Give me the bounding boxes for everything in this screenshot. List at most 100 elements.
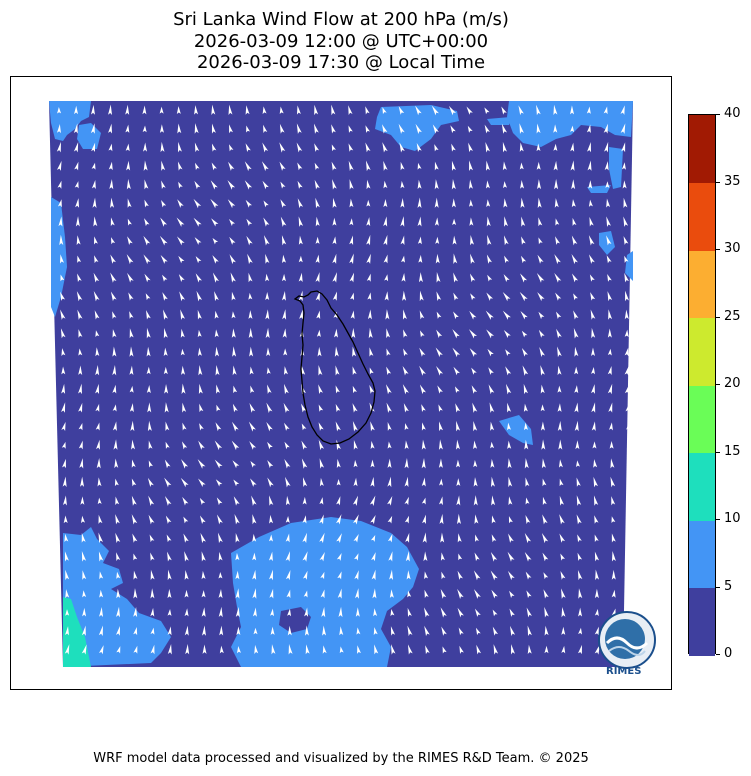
wind-arrow <box>195 273 202 283</box>
wind-arrow <box>211 123 216 134</box>
wind-arrow <box>164 402 169 413</box>
wind-arrow <box>487 234 492 246</box>
wind-arrow <box>64 644 70 655</box>
wind-arrow <box>354 553 359 561</box>
wind-arrow <box>421 457 426 469</box>
wind-arrow <box>112 384 117 394</box>
wind-arrow <box>501 123 508 134</box>
wind-arrow <box>398 123 405 134</box>
wind-arrow <box>442 646 447 654</box>
wind-arrow <box>144 199 149 208</box>
wind-arrow <box>456 495 461 506</box>
wind-arrow <box>398 106 405 115</box>
wind-arrow <box>402 365 409 376</box>
wind-arrow <box>266 347 271 357</box>
wind-arrow <box>559 495 565 506</box>
wind-arrow <box>162 274 168 282</box>
wind-arrow <box>144 179 149 190</box>
wind-arrow <box>332 179 337 190</box>
wind-arrow <box>112 329 117 338</box>
wind-arrow <box>457 607 464 618</box>
wind-arrow <box>369 367 374 375</box>
wind-arrow <box>315 272 320 283</box>
colorbar-segment <box>689 182 715 251</box>
wind-arrow <box>419 347 426 357</box>
wind-arrow <box>594 551 600 562</box>
wind-arrow <box>232 365 237 376</box>
wind-arrow <box>456 478 461 486</box>
wind-arrow <box>352 420 358 432</box>
wind-arrow <box>304 607 309 617</box>
colorbar-tick <box>716 316 720 318</box>
wind-arrow <box>167 588 172 599</box>
wind-arrow <box>95 403 100 412</box>
wind-arrow <box>252 533 257 542</box>
wind-arrow <box>263 235 270 246</box>
wind-arrow <box>166 534 172 543</box>
wind-arrow <box>607 365 612 376</box>
wind-arrow <box>177 123 182 134</box>
wind-arrow <box>383 216 388 227</box>
colorbar-tick-label: 25 <box>724 308 741 324</box>
wind-arrow <box>198 365 203 376</box>
wind-arrow <box>524 457 529 469</box>
wind-arrow <box>626 439 631 450</box>
wind-arrow <box>523 403 528 412</box>
wind-arrow <box>250 478 257 487</box>
wind-arrow <box>521 216 526 227</box>
wind-arrow <box>287 608 292 617</box>
wind-arrow <box>181 383 186 395</box>
wind-arrow <box>418 254 423 263</box>
wind-arrow <box>351 327 356 338</box>
wind-arrow <box>440 532 445 543</box>
wind-arrow <box>421 497 426 505</box>
wind-arrow <box>573 293 578 301</box>
wind-arrow <box>370 421 375 432</box>
wind-arrow <box>349 179 354 190</box>
wind-arrow <box>320 589 325 599</box>
wind-arrow <box>453 311 459 320</box>
wind-arrow <box>282 254 286 264</box>
wind-arrow <box>575 460 580 468</box>
wind-arrow <box>212 272 220 283</box>
wind-arrow <box>603 123 608 134</box>
wind-arrow <box>553 160 558 171</box>
wind-arrow <box>387 441 392 449</box>
wind-arrow <box>503 235 509 246</box>
wind-arrow <box>65 589 70 599</box>
wind-arrow <box>254 644 259 654</box>
wind-arrow <box>217 532 223 544</box>
wind-arrow <box>386 328 391 339</box>
wind-arrow <box>541 439 546 450</box>
wind-arrow <box>336 552 342 561</box>
wind-arrow <box>486 199 491 207</box>
wind-arrow <box>540 421 545 431</box>
wind-arrow <box>624 309 629 320</box>
wind-arrow <box>417 216 422 227</box>
wind-arrow <box>197 329 202 338</box>
wind-arrow <box>624 329 629 338</box>
wind-arrow <box>606 216 611 227</box>
wind-arrow <box>387 533 393 543</box>
wind-arrow <box>262 142 269 153</box>
wind-arrow <box>96 439 100 450</box>
wind-arrow <box>544 625 549 636</box>
wind-arrow <box>609 441 614 449</box>
wind-arrow <box>554 273 562 283</box>
wind-arrow <box>233 385 238 394</box>
wind-arrow <box>589 216 594 227</box>
wind-arrow <box>590 309 596 320</box>
wind-arrow <box>313 123 319 134</box>
wind-arrow <box>354 588 359 599</box>
wind-arrow <box>508 516 513 524</box>
wind-arrow <box>441 626 447 636</box>
wind-arrow <box>161 199 167 208</box>
wind-arrow <box>301 423 307 431</box>
colorbar-tick-label: 15 <box>724 443 741 459</box>
wind-arrow <box>524 533 532 544</box>
wind-arrow <box>59 234 64 246</box>
wind-arrow <box>315 197 320 209</box>
wind-arrow <box>133 588 138 599</box>
wind-arrow <box>296 123 302 134</box>
wind-arrow <box>263 217 270 227</box>
